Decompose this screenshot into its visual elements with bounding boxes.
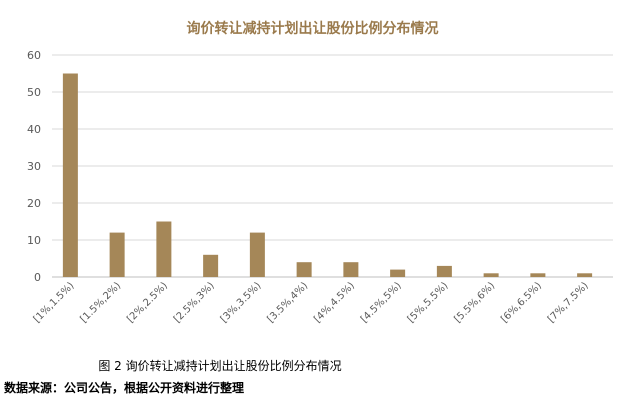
bar [62,73,78,277]
bar [390,269,406,277]
x-axis-ticks: [1%,1.5%) [1.5%,2%) [2%,2.5%) [2.5%,3%) [3%,… [32,280,591,325]
x-tick-label: [1%,1.5%) [32,280,77,325]
y-tick-label: 40 [27,123,41,136]
x-tick-label: [3%,3.5%) [219,280,264,325]
y-tick-label: 60 [27,49,41,62]
bar [577,273,593,277]
y-tick-label: 30 [27,160,41,173]
y-axis-ticks: 0 10 20 30 40 50 60 [27,49,41,284]
x-tick-label: [4%,4.5%) [312,280,357,325]
x-tick-label: [2%,2.5%) [125,280,170,325]
bar [343,262,359,277]
source-note: 数据来源：公司公告，根据公开资料进行整理 [4,381,245,395]
bar [249,232,265,277]
x-tick-label: [6%,6.5%) [499,280,544,325]
y-tick-label: 20 [27,197,41,210]
bar [483,273,499,277]
y-tick-label: 50 [27,86,41,99]
x-tick-label: [5.5%,6%) [453,280,498,325]
x-tick-label: [4.5%,5%) [359,280,404,325]
bar [156,221,172,277]
bar [296,262,312,277]
bar [203,254,219,277]
x-tick-label: [5%,5.5%) [406,280,451,325]
x-tick-label: [7%,7.5%) [546,280,591,325]
figure-caption: 图 2 询价转让减持计划出让股份比例分布情况 [98,359,342,373]
x-tick-label: [1.5%,2%) [79,280,124,325]
bars [62,73,593,277]
bar-chart: 0 10 20 30 40 50 60 [1%,1.5%) [1.5%,2%) [2%,2.5%… [27,49,613,325]
y-tick-label: 0 [34,271,41,284]
x-tick-label: [3.5%,4%) [266,280,311,325]
y-tick-label: 10 [27,234,41,247]
bar [109,232,125,277]
chart-title: 询价转让减持计划出让股份比例分布情况 [186,21,439,37]
gridlines [52,54,613,278]
bar [530,273,546,277]
x-tick-label: [2.5%,3%) [172,280,217,325]
bar [436,265,452,277]
